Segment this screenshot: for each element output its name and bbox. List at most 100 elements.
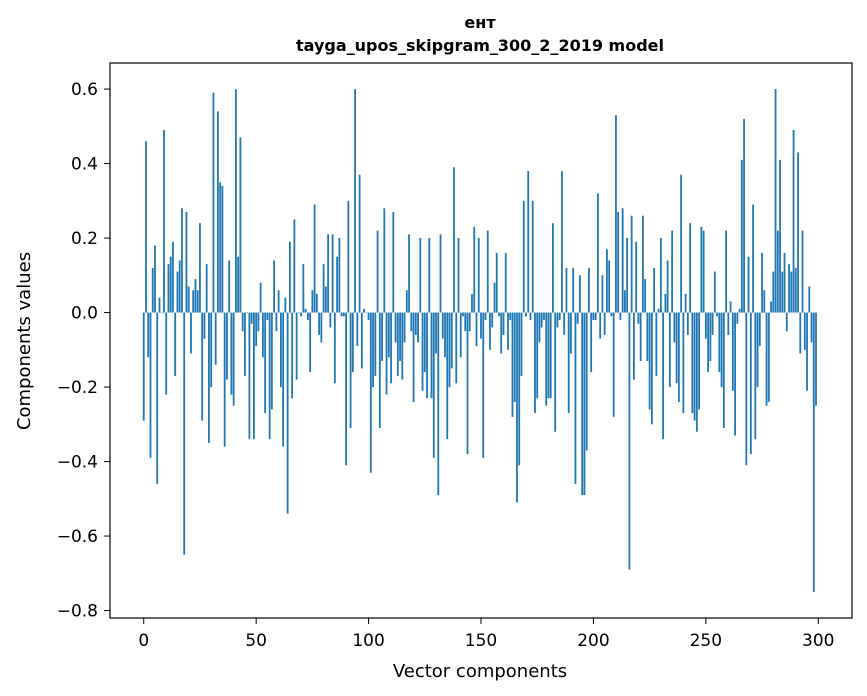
bar-104 bbox=[376, 230, 379, 313]
bar-163 bbox=[509, 312, 512, 321]
bar-292 bbox=[799, 312, 802, 354]
bar-193 bbox=[576, 312, 579, 324]
bar-101 bbox=[369, 312, 372, 473]
bar-214 bbox=[624, 290, 626, 313]
bar-224 bbox=[646, 312, 649, 361]
x-tick-label: 0 bbox=[138, 631, 149, 651]
bar-118 bbox=[408, 234, 410, 313]
bar-176 bbox=[538, 312, 541, 343]
bar-293 bbox=[801, 230, 804, 313]
y-tick-label: 0.6 bbox=[71, 80, 98, 100]
bar-122 bbox=[417, 312, 419, 343]
bar-88 bbox=[340, 312, 343, 317]
bar-66 bbox=[291, 312, 294, 399]
bar-212 bbox=[619, 312, 622, 321]
bar-89 bbox=[342, 312, 345, 317]
bar-247 bbox=[698, 312, 700, 410]
bar-196 bbox=[583, 312, 586, 496]
bar-99 bbox=[365, 312, 368, 314]
bar-159 bbox=[500, 312, 503, 354]
bar-47 bbox=[248, 312, 251, 440]
bar-67 bbox=[293, 219, 296, 313]
bar-180 bbox=[547, 312, 550, 399]
bar-22 bbox=[192, 290, 195, 313]
bar-97 bbox=[360, 312, 363, 369]
bar-90 bbox=[345, 312, 347, 466]
bar-93 bbox=[351, 312, 354, 373]
bar-241 bbox=[684, 293, 687, 313]
bar-7 bbox=[158, 297, 161, 313]
bar-23 bbox=[194, 279, 197, 313]
bar-251 bbox=[707, 312, 709, 373]
bar-68 bbox=[295, 312, 298, 380]
bar-27 bbox=[203, 312, 206, 339]
bar-276 bbox=[763, 290, 766, 313]
bar-144 bbox=[466, 312, 469, 455]
bar-291 bbox=[797, 152, 799, 313]
bar-10 bbox=[165, 312, 168, 395]
bar-269 bbox=[747, 256, 750, 313]
x-tick-label: 250 bbox=[690, 631, 722, 651]
bar-19 bbox=[185, 211, 188, 313]
bar-161 bbox=[504, 252, 507, 313]
bar-87 bbox=[338, 238, 341, 313]
bar-283 bbox=[779, 159, 781, 313]
bar-123 bbox=[419, 238, 422, 313]
bar-139 bbox=[455, 312, 458, 384]
bar-154 bbox=[489, 312, 491, 350]
bar-14 bbox=[174, 312, 177, 376]
bar-140 bbox=[457, 238, 460, 313]
bar-157 bbox=[495, 252, 498, 313]
bar-165 bbox=[513, 312, 516, 402]
bar-129 bbox=[432, 312, 435, 458]
bar-238 bbox=[677, 312, 680, 402]
bar-183 bbox=[554, 312, 557, 432]
bar-137 bbox=[450, 312, 453, 369]
bar-203 bbox=[599, 312, 602, 339]
bar-46 bbox=[246, 312, 249, 314]
bar-267 bbox=[743, 118, 745, 313]
bar-225 bbox=[648, 312, 651, 410]
bar-173 bbox=[531, 200, 534, 313]
bar-227 bbox=[653, 267, 656, 313]
bar-34 bbox=[219, 182, 222, 313]
bar-55 bbox=[266, 312, 269, 321]
x-axis-ticks: 0 50 100 150 200 250 300 bbox=[138, 618, 834, 651]
bar-3 bbox=[149, 312, 152, 458]
bar-297 bbox=[810, 312, 813, 343]
bar-219 bbox=[635, 241, 638, 313]
bar-206 bbox=[606, 249, 608, 313]
bar-200 bbox=[592, 312, 595, 321]
bar-62 bbox=[282, 312, 285, 447]
bar-164 bbox=[511, 312, 514, 417]
bar-155 bbox=[491, 312, 494, 328]
bar-4 bbox=[151, 267, 154, 313]
bar-40 bbox=[232, 312, 235, 406]
bar-166 bbox=[516, 312, 518, 503]
bar-187 bbox=[563, 312, 566, 335]
bar-78 bbox=[318, 312, 321, 335]
bar-116 bbox=[403, 312, 406, 343]
bar-174 bbox=[534, 312, 536, 414]
bar-296 bbox=[808, 286, 811, 313]
y-axis-label: Components values bbox=[14, 252, 35, 430]
bar-136 bbox=[448, 312, 451, 388]
bar-74 bbox=[309, 312, 312, 373]
bar-0 bbox=[142, 312, 145, 421]
bar-221 bbox=[639, 312, 642, 361]
bar-243 bbox=[689, 223, 692, 313]
bar-1 bbox=[145, 141, 147, 313]
bar-138 bbox=[453, 167, 455, 313]
bar-112 bbox=[394, 312, 397, 343]
y-tick-label: 0.0 bbox=[71, 304, 98, 324]
bar-75 bbox=[311, 290, 314, 313]
bar-109 bbox=[387, 312, 390, 358]
bar-105 bbox=[378, 312, 381, 429]
bar-149 bbox=[477, 238, 480, 313]
bar-288 bbox=[790, 271, 793, 313]
bar-169 bbox=[522, 200, 525, 313]
bar-141 bbox=[459, 312, 462, 358]
bar-262 bbox=[731, 312, 734, 391]
bar-24 bbox=[196, 290, 199, 313]
bar-70 bbox=[300, 312, 303, 317]
